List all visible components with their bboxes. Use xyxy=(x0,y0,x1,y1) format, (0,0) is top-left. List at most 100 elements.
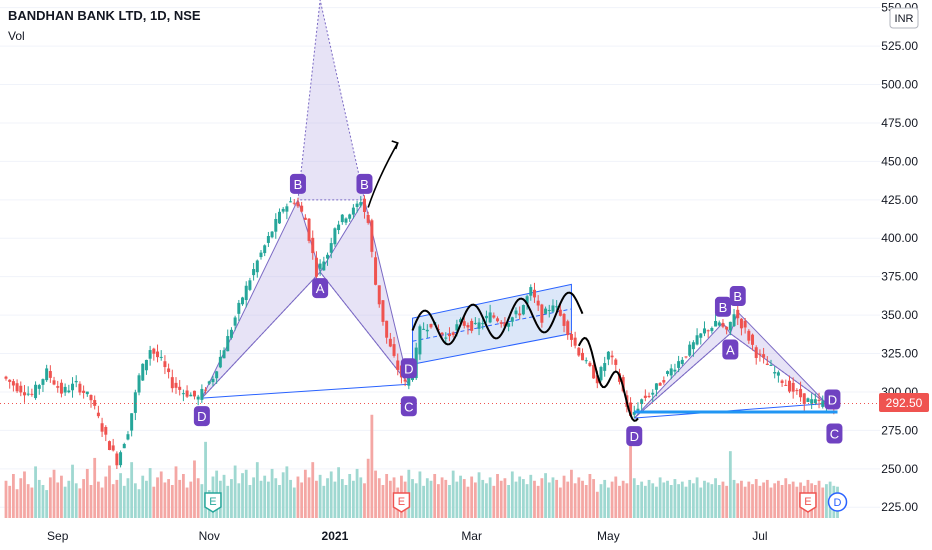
candle-body xyxy=(337,224,341,231)
price-axis-tick-label: 275.00 xyxy=(881,423,918,437)
pattern-point-label: D xyxy=(828,392,837,407)
volume-bar xyxy=(647,479,651,518)
candle-body xyxy=(204,389,208,391)
earnings-marker-shape[interactable] xyxy=(392,492,411,513)
candle-body xyxy=(473,322,477,324)
price-axis-tick-label: 425.00 xyxy=(881,193,918,207)
candle-body xyxy=(762,354,766,358)
pattern-point-badge-box xyxy=(714,296,731,317)
candle-body xyxy=(82,390,86,393)
currency-badge[interactable]: INR xyxy=(889,7,919,29)
earnings-marker[interactable]: E xyxy=(392,492,411,513)
candle-body xyxy=(499,322,503,324)
candle-body xyxy=(603,363,607,371)
candle-body xyxy=(551,305,555,312)
volume-bar xyxy=(141,475,145,518)
currency-badge-box[interactable] xyxy=(889,7,919,29)
earnings-marker-shape[interactable] xyxy=(204,492,222,513)
volume-bar xyxy=(60,475,63,518)
candle-body xyxy=(610,355,614,358)
pattern-point-badge-box xyxy=(729,286,746,307)
volume-bar xyxy=(374,470,377,518)
candle-body xyxy=(196,396,200,400)
volume-bar xyxy=(355,468,359,518)
candle-body xyxy=(721,323,725,327)
candle-body xyxy=(311,237,315,254)
earnings-marker-shape[interactable] xyxy=(799,492,817,513)
volume-bar xyxy=(666,480,669,518)
candle-body xyxy=(93,400,97,406)
candle-body xyxy=(510,317,514,322)
earnings-marker[interactable]: E xyxy=(204,492,222,513)
volume-bar xyxy=(566,481,570,518)
earnings-marker[interactable]: D xyxy=(827,492,848,512)
volume-bar xyxy=(204,441,207,518)
candle-body xyxy=(606,351,610,360)
earnings-marker[interactable]: E xyxy=(799,492,817,513)
time-axis[interactable]: Sep Nov 2021 Mar May Jul xyxy=(47,529,768,543)
volume-bar xyxy=(266,481,270,518)
candle-body xyxy=(765,363,769,365)
pattern-point-badge: C xyxy=(826,423,843,444)
price-axis[interactable]: 550.00525.00500.00475.00450.00425.00400.… xyxy=(881,1,918,515)
volume-bar xyxy=(145,480,148,518)
candle-body xyxy=(178,386,182,390)
volume-bar xyxy=(93,457,97,518)
volume-bar xyxy=(89,485,93,518)
candle-body xyxy=(388,338,392,347)
volume-bar xyxy=(606,487,610,518)
volume-bar xyxy=(370,414,374,518)
volume-bar xyxy=(237,483,241,518)
volume-bar xyxy=(655,486,658,518)
pattern-point-label: A xyxy=(726,343,735,358)
volume-bar xyxy=(322,485,326,518)
volume-bar xyxy=(651,483,655,518)
dividend-marker-circle[interactable] xyxy=(827,492,848,512)
volume-bar xyxy=(274,478,278,518)
candle-body xyxy=(218,356,222,368)
volume-bar xyxy=(459,475,462,518)
pattern-point-badge-box xyxy=(356,173,373,194)
candle-body xyxy=(407,377,411,386)
volume-bar xyxy=(518,476,522,518)
candle-body xyxy=(233,317,237,326)
pattern-point-badge-box xyxy=(312,278,329,299)
candle-body xyxy=(518,313,522,316)
volume-bar xyxy=(710,484,714,518)
volume-bar xyxy=(610,481,614,518)
time-axis-tick-label: Mar xyxy=(461,529,482,543)
candle-body xyxy=(229,329,233,338)
drawn-arrow-head xyxy=(391,140,399,150)
volume-bar xyxy=(521,479,525,518)
candle-body xyxy=(566,321,570,336)
candle-body xyxy=(374,257,378,285)
candle-body xyxy=(647,395,651,397)
candle-body xyxy=(532,289,536,298)
candle-body xyxy=(444,337,448,339)
candle-body xyxy=(592,365,596,379)
candle-body xyxy=(787,380,791,392)
volume-bar xyxy=(126,478,130,518)
candle-body xyxy=(277,211,281,224)
volume-bar xyxy=(684,486,688,518)
volume-bar xyxy=(643,485,647,518)
candle-body xyxy=(185,390,189,397)
volume-bar xyxy=(762,482,766,518)
volume-bar xyxy=(30,487,34,518)
volume-bar xyxy=(167,479,171,518)
candle-body xyxy=(211,378,215,383)
candle-body xyxy=(662,380,666,383)
candle-body xyxy=(481,323,485,325)
volume-bar xyxy=(418,471,422,518)
volume-bar xyxy=(311,462,315,518)
volume-bar xyxy=(259,480,263,518)
volume-bar xyxy=(278,485,281,518)
volume-bar xyxy=(595,491,599,518)
candle-body xyxy=(52,380,56,385)
volume-bar xyxy=(45,490,49,518)
candle-body xyxy=(314,257,318,277)
volume-bar xyxy=(592,479,596,518)
candle-body xyxy=(577,347,581,356)
